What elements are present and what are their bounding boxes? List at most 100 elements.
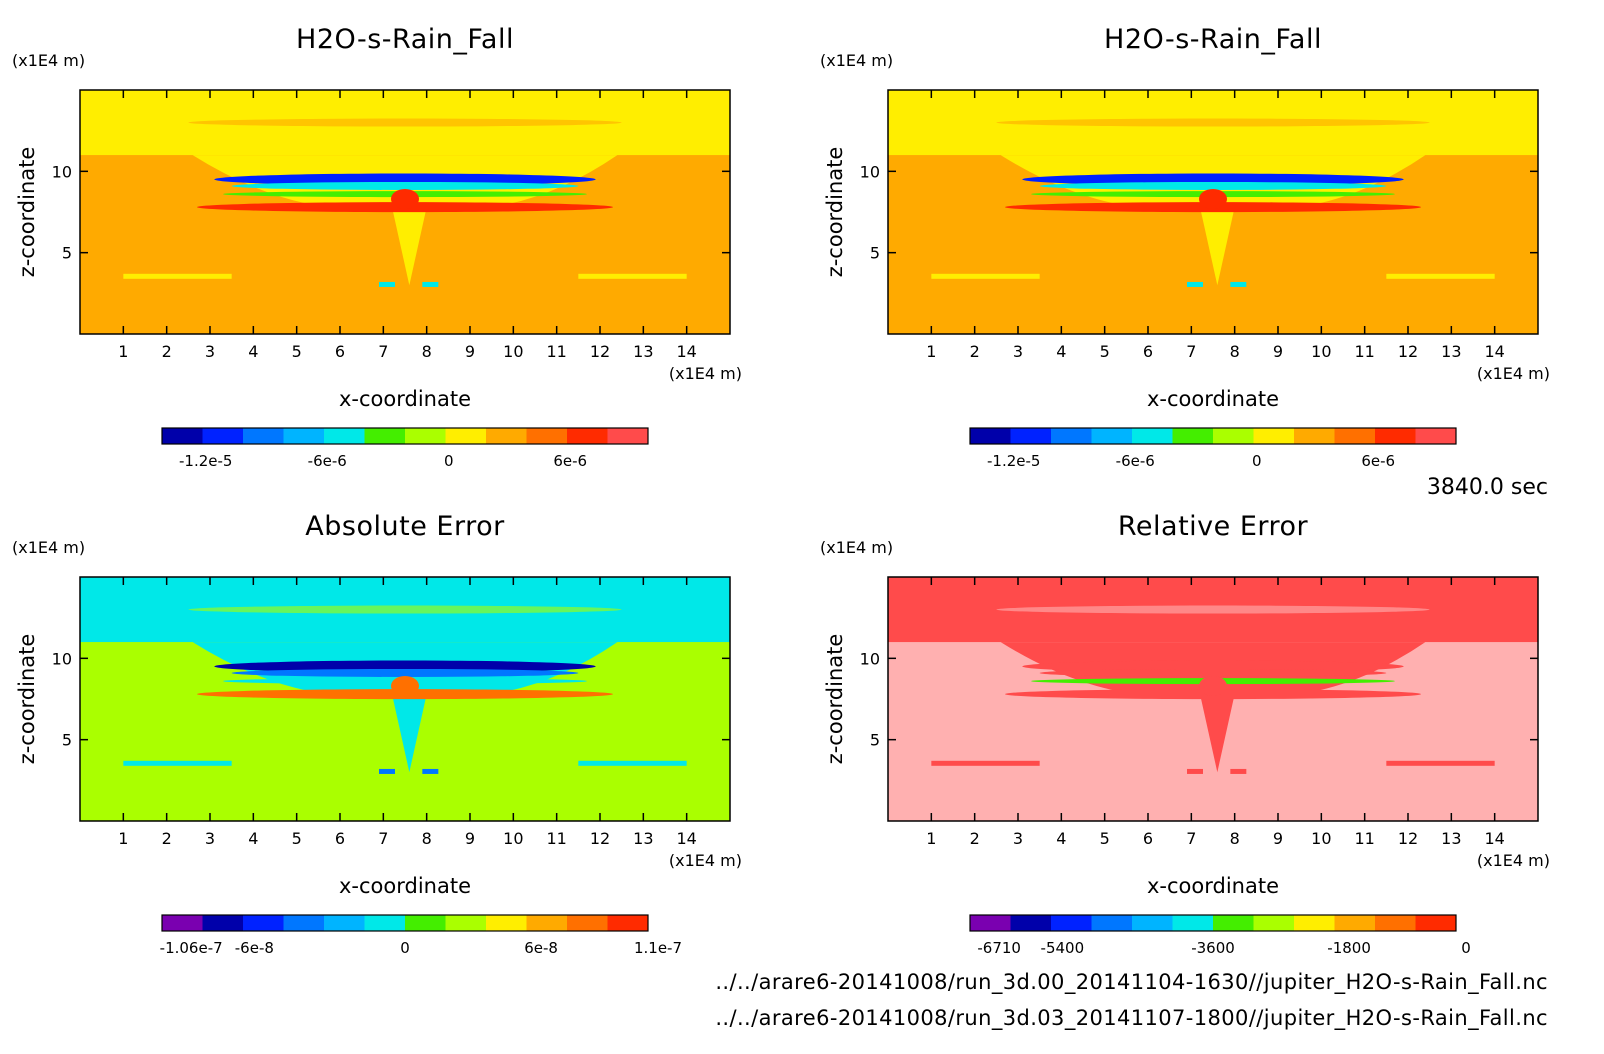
field-feature-core xyxy=(1199,188,1227,209)
colorbar-cell xyxy=(526,428,568,444)
x-tick-label: 5 xyxy=(292,342,302,361)
field-feature-small-left xyxy=(379,768,395,774)
x-tick-label: 7 xyxy=(378,829,388,848)
colorbar-cell xyxy=(1010,915,1052,931)
x-tick-label: 11 xyxy=(1354,829,1374,848)
x-tick-label: 12 xyxy=(1398,342,1418,361)
x-tick-label: 2 xyxy=(970,829,980,848)
x-tick-label: 13 xyxy=(633,342,653,361)
colorbar-cell xyxy=(1375,915,1416,931)
colorbar-cell xyxy=(1415,915,1457,931)
field-streak-upper xyxy=(996,118,1430,127)
field-band-left xyxy=(123,273,232,279)
colorbar-tick-label: -6e-6 xyxy=(1116,452,1155,470)
x-tick-label: 3 xyxy=(1013,342,1023,361)
x-tick-label: 8 xyxy=(1230,829,1240,848)
y-tick-label: 10 xyxy=(52,649,72,668)
colorbar-tick-label: -6710 xyxy=(977,939,1021,957)
colorbar-cell xyxy=(202,915,244,931)
y-tick-label: 5 xyxy=(870,244,880,263)
colorbar-cell xyxy=(1334,915,1376,931)
colorbar-frame xyxy=(161,914,649,932)
field-feature-mid xyxy=(1039,181,1387,190)
y-tick-label: 5 xyxy=(62,244,72,263)
colorbar-cell xyxy=(364,428,406,444)
colorbar-cell xyxy=(1132,915,1173,931)
y-axis-label: z-coordinate xyxy=(823,634,847,765)
colorbar-tick-label: 0 xyxy=(444,452,454,470)
colorbar-tick-label: 6e-8 xyxy=(524,939,558,957)
colorbar-cell xyxy=(1294,915,1335,931)
x-tick-label: 1 xyxy=(926,829,936,848)
colorbar-cell xyxy=(1213,428,1254,444)
colorbar-cell xyxy=(202,428,244,444)
field-band-left xyxy=(931,760,1040,766)
colorbar-cell xyxy=(567,428,608,444)
field-feature-small-left xyxy=(1187,768,1203,774)
colorbar-frame xyxy=(969,427,1457,445)
y-unit-label: (x1E4 m) xyxy=(12,51,85,70)
colorbar-tick-label: 0 xyxy=(1252,452,1262,470)
colorbar-cell xyxy=(324,428,365,444)
colorbar-cell xyxy=(283,428,325,444)
colorbar-tick-label: -3600 xyxy=(1191,939,1235,957)
x-tick-label: 14 xyxy=(676,342,696,361)
x-tick-label: 7 xyxy=(1186,342,1196,361)
colorbar-cell xyxy=(970,915,1011,931)
x-tick-label: 9 xyxy=(465,342,475,361)
y-tick-label: 10 xyxy=(860,649,880,668)
y-axis-label: z-coordinate xyxy=(15,634,39,765)
y-tick-label: 5 xyxy=(62,731,72,750)
x-tick-label: 1 xyxy=(926,342,936,361)
x-tick-label: 11 xyxy=(1354,342,1374,361)
x-tick-label: 13 xyxy=(1441,829,1461,848)
colorbar-cell xyxy=(364,915,406,931)
colorbar-cell xyxy=(162,428,203,444)
colorbar-cell xyxy=(243,428,284,444)
x-tick-label: 6 xyxy=(335,829,345,848)
field-feature-mid xyxy=(1039,668,1387,677)
x-tick-label: 4 xyxy=(1056,342,1066,361)
y-unit-label: (x1E4 m) xyxy=(820,51,893,70)
y-tick-label: 5 xyxy=(870,731,880,750)
y-axis-label: z-coordinate xyxy=(823,147,847,278)
colorbar-frame xyxy=(969,914,1457,932)
x-tick-label: 13 xyxy=(633,829,653,848)
y-axis-label: z-coordinate xyxy=(15,147,39,278)
x-unit-label: (x1E4 m) xyxy=(1477,364,1550,383)
colorbar-cell xyxy=(607,428,649,444)
x-tick-label: 8 xyxy=(1230,342,1240,361)
plot-frame xyxy=(79,576,731,822)
plot-frame xyxy=(887,89,1539,335)
chart-title: H2O-s-Rain_Fall xyxy=(296,24,514,55)
x-tick-label: 13 xyxy=(1441,342,1461,361)
x-tick-label: 6 xyxy=(1143,829,1153,848)
x-tick-label: 12 xyxy=(590,829,610,848)
x-tick-label: 9 xyxy=(1273,829,1283,848)
x-tick-label: 6 xyxy=(335,342,345,361)
field-streak-upper xyxy=(996,605,1430,614)
colorbar-cell xyxy=(1415,428,1457,444)
field-feature-core xyxy=(391,675,419,696)
field-feature-small-right xyxy=(422,281,439,287)
colorbar-tick-label: 0 xyxy=(400,939,410,957)
colorbar-cell xyxy=(1375,428,1416,444)
x-tick-label: 11 xyxy=(546,342,566,361)
colorbar-cell xyxy=(1091,428,1133,444)
colorbar-cell xyxy=(1091,915,1133,931)
field-band-left xyxy=(931,273,1040,279)
colorbar-cell xyxy=(1051,428,1092,444)
colorbar-cell xyxy=(445,428,487,444)
x-tick-label: 7 xyxy=(378,342,388,361)
field-feature-top xyxy=(1022,660,1404,673)
field-feature-top xyxy=(1022,173,1404,186)
colorbar-cell xyxy=(445,915,487,931)
field-band-right xyxy=(578,273,687,279)
y-tick-label: 10 xyxy=(860,162,880,181)
x-axis-label: x-coordinate xyxy=(339,387,471,411)
colorbar-cell xyxy=(567,915,608,931)
x-tick-label: 1 xyxy=(118,342,128,361)
colorbar-cell xyxy=(283,915,325,931)
